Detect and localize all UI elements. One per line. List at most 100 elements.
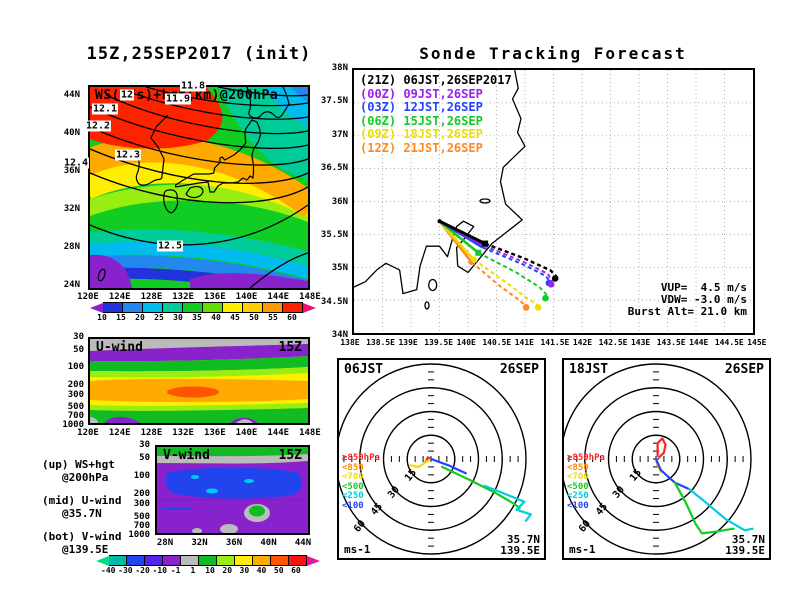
legend-entry: (00Z) 09JST,26SEP [360, 86, 512, 102]
pressure-tick: 100 [67, 362, 84, 372]
station-lat: 35.7N [506, 533, 540, 546]
colorbar-segment [199, 556, 217, 565]
x-tick: 140E [235, 292, 258, 302]
jet-stream-map: WS(m/s)+hgt(km)@200hPa [88, 85, 310, 290]
colorbar-segment [109, 556, 127, 565]
pressure-tick: 50 [73, 345, 84, 355]
legend-entry: (09Z) 18JST,26SEP [360, 127, 512, 142]
hodo-time: 06JST [344, 362, 384, 377]
x-tick: 32N [191, 538, 208, 548]
legend-jst: 18JST,26SEP [403, 127, 483, 141]
panel-c-x-axis: 120E 124E 128E 132E 136E 140E 144E 148E [74, 428, 324, 438]
x-tick: 36N [225, 538, 243, 548]
pressure-tick: 100 [133, 471, 150, 481]
v-wind-section: V-wind 15Z [155, 445, 310, 535]
colorbar-label: 45 [230, 313, 240, 322]
colorbar-segment [283, 303, 303, 312]
legend-entry: <850 [567, 462, 589, 473]
panel-a-y-axis: 44N 40N 36N 32N 28N 24N [52, 90, 84, 290]
x-tick: 138E [340, 338, 360, 347]
pressure-tick: 30 [139, 440, 150, 450]
pressure-tick: 500 [133, 512, 150, 522]
x-tick: 128E [140, 428, 163, 438]
colorbar-label: 35 [192, 313, 202, 322]
colorbar-label: -1 [170, 566, 181, 575]
v-wind-field [157, 447, 308, 533]
legend-entry: (03Z) 12JST,26SEP [360, 100, 512, 115]
legend-jst: 09JST,26SEP [403, 86, 483, 101]
pressure-tick: 200 [133, 489, 150, 499]
x-tick: 124E [108, 292, 131, 302]
colorbar-segment [217, 556, 235, 565]
x-tick: 120E [77, 292, 99, 302]
pressure-tick: 300 [133, 499, 150, 509]
colorbar-label: -20 [135, 566, 150, 575]
legend-jst: 06JST,26SEP2017 [403, 73, 512, 87]
colorbar-segment [163, 303, 183, 312]
x-tick: 140E [235, 428, 258, 438]
legend-entry: <250 [342, 491, 364, 501]
legend-entry: ≥850hPa [342, 453, 380, 463]
hodo-time: 18JST [569, 362, 609, 377]
y-tick: 36N [63, 166, 80, 176]
colorbar-segment [203, 303, 223, 312]
colorbar-label: 15 [116, 313, 126, 322]
y-tick: 37N [331, 129, 348, 140]
colorbar-segment [253, 556, 271, 565]
pressure-tick: 200 [67, 380, 84, 390]
y-tick: 32N [63, 204, 80, 214]
pressure-tick: 50 [139, 453, 150, 463]
contour-label: 11.8 [179, 80, 207, 92]
wind-colorbar [96, 555, 320, 566]
legend-jst: 12JST,26SEP [403, 100, 483, 114]
sonde-annotations: VUP= 4.5 m/s VDW= -3.0 m/s Burst Alt= 21.0… [557, 282, 747, 318]
x-tick: 120E [77, 428, 99, 438]
colorbar-segment [123, 303, 143, 312]
contour-label: 12.5 [156, 240, 184, 252]
x-tick: 124E [108, 428, 131, 438]
hodograph-06jst: 06JST 26SEP ms-1 35.7N 139.5E 15 30 45 6… [337, 358, 546, 560]
station-lon: 139.5E [500, 544, 540, 557]
colorbar-left-arrow [96, 555, 109, 566]
colorbar-label: 40 [256, 566, 267, 575]
x-tick: 40N [260, 538, 277, 548]
legend-jst: 21JST,26SEP [403, 140, 483, 155]
station-lon: 139.5E [725, 544, 765, 557]
x-tick: 148E [299, 428, 321, 438]
x-tick: 44N [294, 538, 312, 548]
hodo-station: 35.7N 139.5E [725, 534, 765, 556]
jet-map-field [90, 87, 308, 288]
legend-entry: (06Z) 15JST,26SEP [360, 113, 512, 129]
annotation-line: VUP= 4.5 m/s [660, 281, 747, 294]
pressure-tick: 30 [73, 332, 84, 342]
legend-entry: <850 [342, 462, 364, 473]
note-block: (mid) U-wind @35.7N [42, 494, 121, 520]
contour-label: 12.4 [62, 157, 90, 169]
x-tick: 140.5E [482, 338, 512, 347]
hodo-unit: ms-1 [569, 543, 596, 556]
hodo-date: 26SEP [724, 362, 764, 377]
hodo-date: 26SEP [499, 362, 539, 377]
colorbar-segments [109, 555, 307, 566]
x-tick: 139E [398, 338, 418, 347]
x-tick: 136E [203, 428, 226, 438]
legend-ztime: (03Z) [360, 100, 397, 114]
colorbar-label: -30 [118, 566, 133, 575]
x-tick: 144E [689, 338, 709, 347]
contour-label: 12.2 [84, 120, 112, 132]
colorbar-segment [223, 303, 243, 312]
colorbar-label: 55 [268, 313, 278, 322]
legend-entry: <500 [567, 481, 589, 492]
note-block: (up) WS+hgt @200hPa [42, 458, 121, 484]
pressure-tick: 1000 [62, 420, 84, 430]
colorbar-label: 40 [211, 313, 221, 322]
legend-jst: 15JST,26SEP [403, 113, 483, 128]
y-tick: 44N [63, 90, 80, 100]
v-wind-label: V-wind [163, 448, 210, 463]
u-wind-label: U-wind [96, 340, 143, 355]
annotation-line: VDW= -3.0 m/s [660, 293, 747, 306]
legend-entry: <100 [342, 500, 364, 511]
x-tick: 145E [747, 338, 767, 347]
colorbar-segment [271, 556, 289, 565]
